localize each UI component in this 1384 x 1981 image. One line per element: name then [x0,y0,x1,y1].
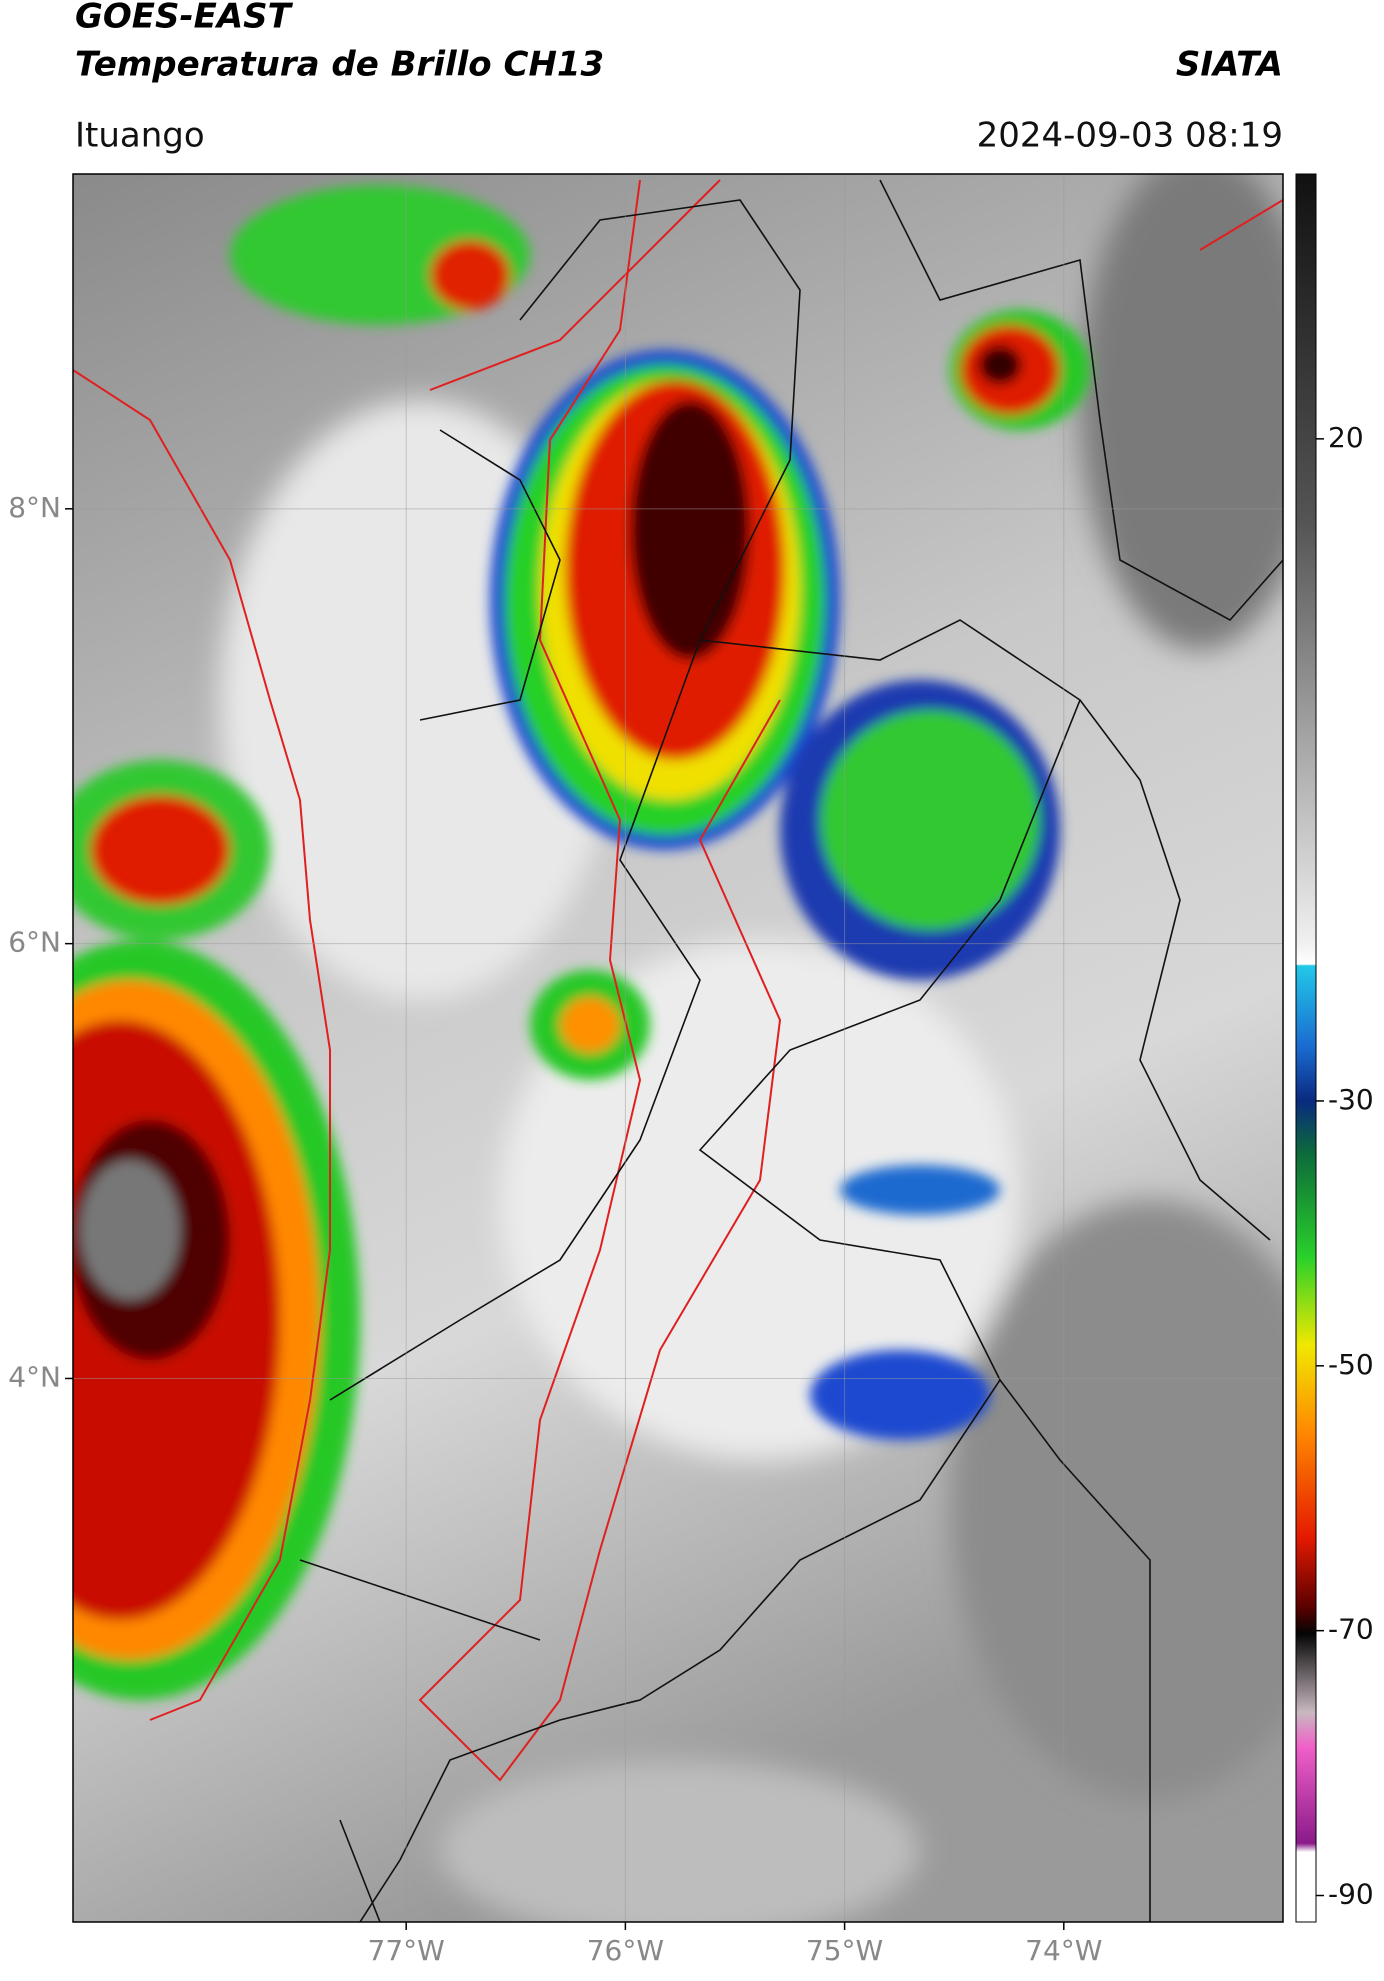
subtitle: Temperatura de Brillo CH13 [75,45,604,85]
location: Ituango [75,116,205,156]
graticule [65,174,1283,1930]
map-frame [72,173,1284,1923]
y-tick-label: 4°N [8,1360,61,1393]
satellite-image [73,174,1283,1922]
colorbar-tick-label: -50 [1328,1348,1374,1381]
x-tick-label: 74°W [1025,1934,1102,1967]
y-tick-label: 6°N [8,926,61,959]
colorbar-tick-label: -90 [1328,1878,1374,1911]
x-tick-label: 77°W [368,1934,445,1967]
colorbar-tick-label: 20 [1328,421,1364,454]
colorbar-tick-label: -30 [1328,1083,1374,1116]
title: GOES-EAST [75,0,294,37]
x-tick-label: 76°W [587,1934,664,1967]
source: SIATA [1176,45,1283,85]
colorbar [1295,173,1317,1923]
x-tick-label: 75°W [806,1934,883,1967]
colorbar-tick-label: -70 [1328,1613,1374,1646]
y-tick-label: 8°N [8,491,61,524]
colorbar-ticks [1316,438,1324,1897]
datetime: 2024-09-03 08:19 [977,116,1283,156]
